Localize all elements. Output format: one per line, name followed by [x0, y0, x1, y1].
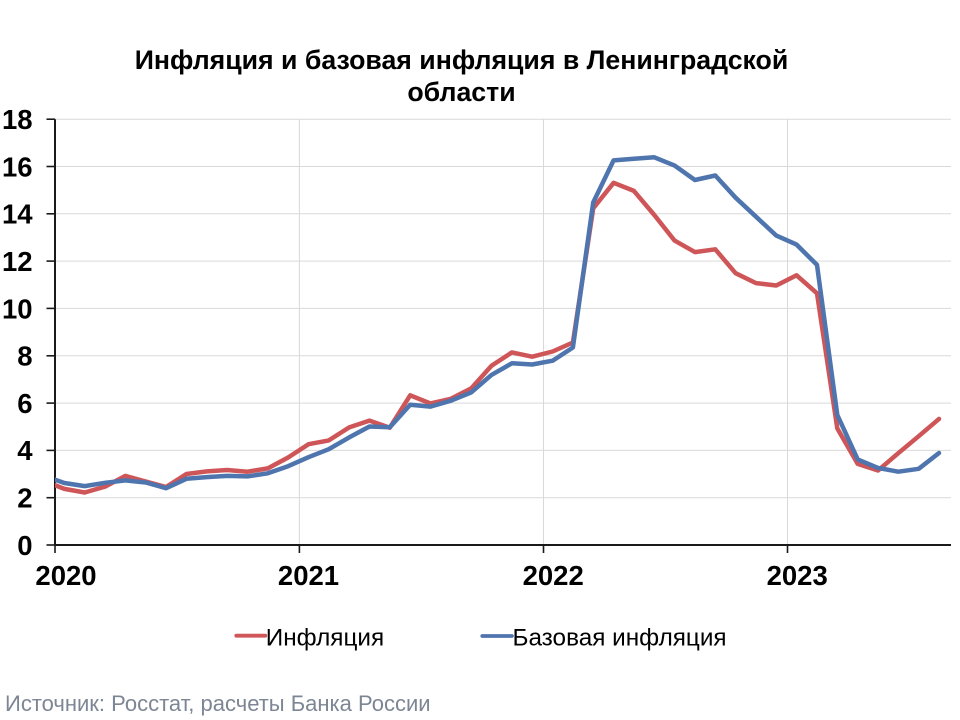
- svg-text:0: 0: [17, 530, 32, 561]
- svg-text:2023: 2023: [767, 560, 828, 591]
- svg-text:2020: 2020: [35, 560, 96, 591]
- svg-text:10: 10: [2, 293, 33, 324]
- svg-text:6: 6: [17, 388, 32, 419]
- svg-text:12: 12: [2, 246, 33, 277]
- svg-text:18: 18: [2, 104, 33, 135]
- svg-text:Инфляция: Инфляция: [266, 624, 384, 651]
- svg-text:2021: 2021: [278, 560, 339, 591]
- svg-text:4: 4: [17, 435, 33, 466]
- svg-text:2022: 2022: [523, 560, 584, 591]
- svg-text:8: 8: [17, 341, 32, 372]
- svg-text:Базовая инфляция: Базовая инфляция: [513, 624, 727, 651]
- svg-text:14: 14: [2, 199, 33, 230]
- svg-text:2: 2: [17, 483, 32, 514]
- svg-text:16: 16: [2, 151, 33, 182]
